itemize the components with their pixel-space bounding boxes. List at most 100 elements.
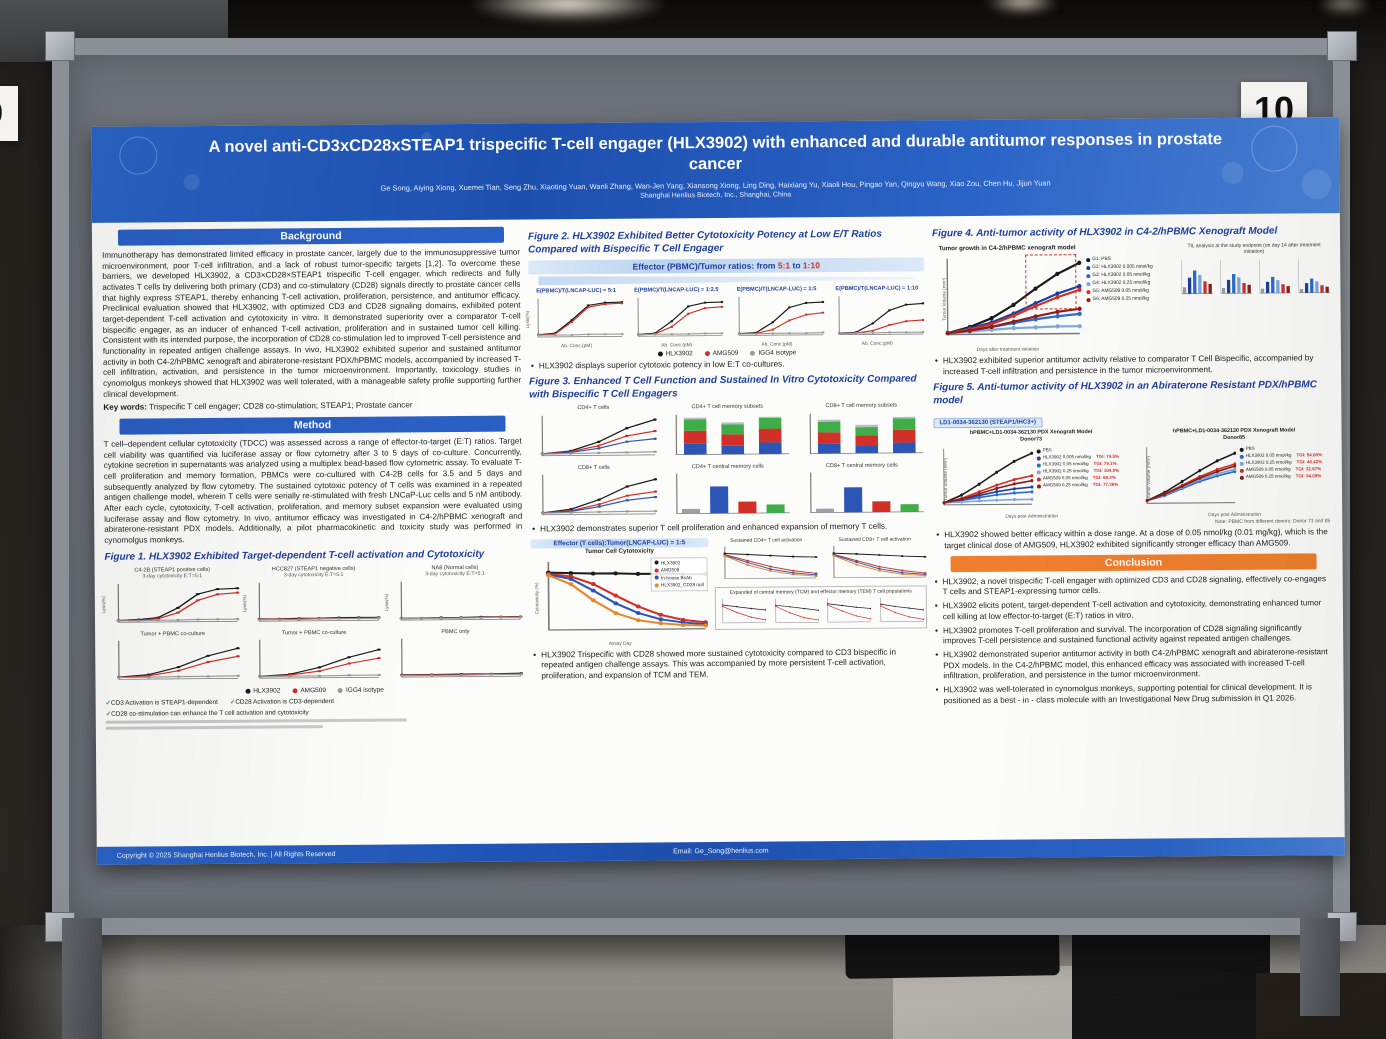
figure1-legend: HLX3902 AMG509 IGG4 isotype [106,686,524,696]
board-leg [62,918,102,1039]
figure3-row1: CD4+ T cells CD4+ T cell memory subsets … [529,403,925,463]
figure4-til-chart-1 [1178,257,1213,299]
figure1-chart-hcc827: Lysis(%) [242,578,382,627]
figure4-tumor-growth-chart: Tumor Volume (mm³) [932,251,1083,347]
bullet-text: HLX3902 demonstrated superior antitumor … [943,647,1328,681]
figure3-panel: CD8+ T central memory cells [798,462,926,520]
figure1-panel: NA8 (Normal cells) 3-day cytotoxicity E:… [384,565,523,627]
bullet-text: HLX3902 promotes T-cell proliferation an… [942,623,1302,646]
figure3-chart-tem-1 [823,596,872,626]
chart-title: TIL analysis at the study endpoint (on d… [1187,241,1321,255]
legend-marker [1239,461,1244,466]
figure1-panel: HCC827 (STEAP1 negative cells) 3-day cyt… [242,566,382,628]
figure3-panel: CD4+ T cell memory subsets [663,404,791,462]
legend-label: G1: PBS [1092,256,1111,262]
legend-marker [654,575,659,580]
legend-label: AMG509 0.25 nmol/kg [1042,482,1088,488]
column-right: Figure 4. Anti-tumor activity of HLX3902… [932,220,1335,838]
figure4-til-chart-2 [1217,256,1252,298]
figure3-panel: CD4+ T central memory cells [664,463,792,521]
poster-body: Background Immunotherapy has demonstrate… [92,213,1345,847]
method-section-header: Method [119,415,506,435]
figure4-legend: G1: PBS G2: HLX3902 0.005 nmol/kg G3: HL… [1086,243,1175,352]
legend-item: AMG509 0.25 nmol/kg TGI: 34.08% [1239,473,1332,481]
legend-marker [654,560,659,565]
legend-marker [1086,282,1091,287]
figure3-bullet-1: HLX3902 demonstrates superior T cell pro… [532,522,924,536]
tgi-value: TGI: 77.36% [1092,481,1119,488]
figure1-row1: C4-2B (STEAP1 positive cells) 3-day cyto… [101,565,523,629]
ratio-gradient-wedge [538,273,914,285]
legend-marker [1036,484,1041,489]
keywords-label: Key words: [103,402,148,413]
figure3-chart-cd8-tcm-bars [798,469,926,520]
figure1-caption: Figure 1. HLX3902 Exhibited Target-depen… [104,548,485,563]
figure3-chart-cd8-memory-stack [797,409,925,460]
legend-item: IGG4 isotype [750,349,796,356]
board-corner-bracket [45,31,75,61]
figure2-legend: HLX3902 AMG509 IGG4 isotype [529,348,925,358]
figure1-panel: C4-2B (STEAP1 positive cells) 3-day cyto… [101,567,241,629]
board-number: 9 [0,95,3,132]
sustained-charts: Sustained CD4+ T cell activation Sustain… [714,536,927,584]
figure4-bullet: HLX3902 exhibited superior antitumor act… [935,353,1329,377]
figure3-chart-cd4-memory-stack [663,410,791,461]
bokeh-decoration [119,136,158,175]
poster-header: A novel anti-CD3xCD28xSTEAP1 trispecific… [91,117,1340,223]
legend-marker [245,688,251,695]
copyright-text: Copyright © 2025 Shanghai Henlius Biotec… [116,850,336,860]
y-axis-label: Cytotoxicity (%) [534,582,540,615]
legend-marker [292,688,298,694]
legend-label: HLX3902 [660,559,681,565]
figure5-chart-donor73: Tumor Volume (mm³) [934,444,1035,515]
legend-marker [337,688,343,694]
legend-label: HLX3902 [253,687,281,695]
legend-marker [1086,290,1091,295]
figure3-panel: CD8+ T cell memory subsets [797,403,925,461]
bullet-text: HLX3902 showed better efficacy within a … [944,527,1328,551]
figure3-bullet-2: HLX3902 Trispecific with CD28 showed mor… [533,647,925,682]
figure1-panel: Tumor + PBMC co-culture [246,629,382,685]
figure5-caption: Figure 5. Anti-tumor activity of HLX3902… [933,379,1318,407]
figure2-panel: E(PBMC)/T(LNCAP-LUC) = 1:5 Ab. Conc.(pM) [729,286,825,347]
conclusion-bullet: HLX3902 elicits potent, target-dependent… [935,598,1333,622]
reference-text-illegible [105,725,324,731]
conclusion-bullet: HLX3902, a novel trispecific T-cell enga… [935,574,1333,598]
figure3-cytotoxicity-chart: Cytotoxicity (%) HLX3902 AMG509 In-house… [531,555,710,641]
figure5-legend-donor73: PBS HLX3902 0.005 nmol/kg TGI: 74.5% HLX3… [1036,443,1130,514]
figure4-til-block: TIL analysis at the study endpoint (on d… [1178,242,1331,352]
figure3-panel: CD4+ T cells [529,405,657,463]
legend-marker [654,568,659,573]
method-text: T cell–dependent cellular cytotoxicity (… [103,436,523,545]
figure3-chart-tcm-2 [770,596,819,626]
figure1-chart-c42b: Lysis(%) [101,579,241,628]
conclusion-list: HLX3902, a novel trispecific T-cell enga… [935,574,1334,707]
highlight-box [1025,253,1077,310]
banner-text: Effector (PBMC)/Tumor ratios: from [632,260,778,272]
background-section-header: Background [117,226,505,246]
bullet-text: HLX3902, a novel trispecific T-cell enga… [942,573,1327,597]
figure5-legend-donor85: PBS HLX3902 0.05 nmol/kg TGI: 54.00% HLX3… [1239,441,1333,512]
figure3-chart-sustained-cd4 [714,543,818,584]
x-axis-label: Assay Day [608,641,632,647]
legend-label: AMG509 [660,567,680,573]
figure1-chart-na8: Lysis(%) [384,577,523,626]
figure2-chart-5to1: Lysis(%) [525,294,624,343]
bullet-text: HLX3902 Trispecific with CD28 showed mor… [541,647,897,681]
ceiling-light [468,0,668,22]
figure2-chart-1to2-5 [629,294,725,343]
legend-marker [1239,475,1244,480]
legend-marker [1239,454,1244,459]
legend-item: AMG509 [704,349,739,357]
figure3-panel: Sustained CD4+ T cell activation [714,537,818,584]
legend-label: AMG509 [300,687,326,695]
legend-item: HLX3902_CD28 null [654,581,704,589]
figure4-caption: Figure 4. Anti-tumor activity of HLX3902… [931,225,1278,240]
cytotoxicity-panel: Effector (T cells):Tumor(LNCAP-LUC) = 1:… [530,538,709,647]
legend-label: AMG509 [712,349,739,357]
figure3-chart-cd4-tcm-bars [664,470,792,521]
x-axis-label: Ab. Conc.(pM) [560,343,592,349]
bullet-text: HLX3902 displays superior cytotoxic pote… [538,359,785,370]
legend-marker [1036,470,1041,475]
background-text: Immunotherapy has demonstrated limited e… [102,247,522,399]
